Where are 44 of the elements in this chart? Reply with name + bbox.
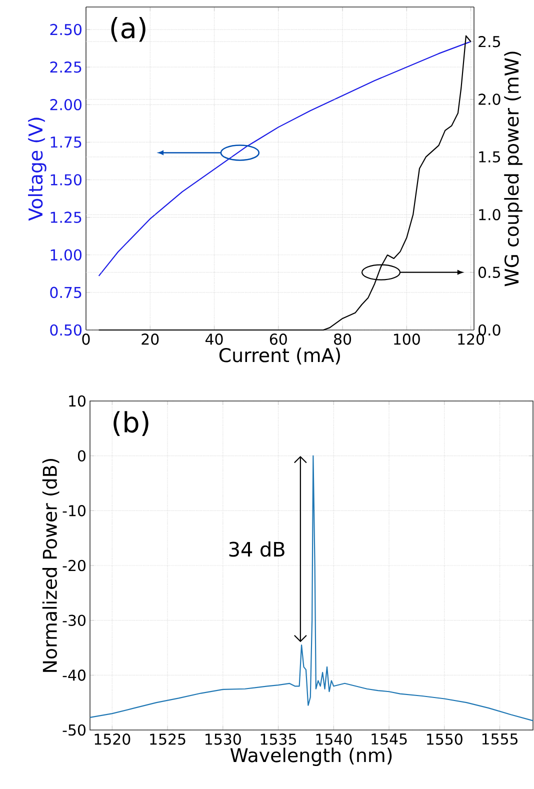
annotation: (b) bbox=[114, 411, 148, 436]
y-tick-label: -50 bbox=[62, 724, 86, 736]
y-tick-label: -10 bbox=[62, 505, 86, 516]
x-tick-label: 1550 bbox=[427, 734, 462, 745]
y-tick-label: 2.25 bbox=[50, 61, 82, 73]
y2-tick-label: 1.5 bbox=[479, 151, 500, 163]
y2-tick-label: 2.0 bbox=[478, 94, 500, 105]
x-tick-label: 1545 bbox=[372, 734, 407, 745]
x-tick-label: 1520 bbox=[94, 734, 130, 745]
x-axis-title: Wavelength (nm) bbox=[230, 748, 392, 766]
x-tick-label: 100 bbox=[394, 334, 420, 345]
x-tick-label: 1535 bbox=[260, 734, 296, 745]
x-tick-label: 1540 bbox=[316, 734, 352, 745]
x-tick-label: 1555 bbox=[482, 734, 518, 745]
y2-tick-label: 2.5 bbox=[478, 36, 500, 48]
x-tick-label: 80 bbox=[334, 334, 352, 345]
y-tick-label: 2.50 bbox=[50, 24, 82, 36]
y-tick-label: 0.75 bbox=[50, 286, 82, 298]
y-tick-label: 0 bbox=[78, 450, 86, 462]
y-tick-label: 1.00 bbox=[50, 249, 82, 261]
y2-tick-label: 1.0 bbox=[479, 208, 500, 220]
y-axis-title: Normalized Power (dB) bbox=[42, 458, 60, 672]
annotation: 34 dB bbox=[229, 541, 284, 557]
y-tick-label: 2.00 bbox=[50, 99, 82, 110]
y-tick-label: 10 bbox=[69, 395, 86, 407]
x-tick-label: 1530 bbox=[206, 734, 241, 745]
x-axis-title: Current (mA) bbox=[219, 348, 340, 365]
x-tick-label: 20 bbox=[142, 334, 159, 345]
y2-tick-label: 0.5 bbox=[478, 266, 500, 278]
y2-axis-title: WG coupled power (mW) bbox=[504, 52, 522, 286]
y-tick-label: 1.25 bbox=[50, 212, 82, 223]
y-tick-label: 1.50 bbox=[50, 174, 82, 186]
y-tick-label: 1.75 bbox=[50, 136, 82, 148]
x-tick-label: 120 bbox=[458, 334, 484, 345]
y2-tick-label: 0.0 bbox=[478, 324, 500, 336]
x-tick-label: 40 bbox=[205, 334, 223, 345]
y-tick-label: -20 bbox=[62, 560, 86, 572]
y-axis-title: Voltage (V) bbox=[28, 118, 46, 221]
annotation: (a) bbox=[111, 16, 146, 42]
x-tick-label: 1525 bbox=[150, 734, 186, 745]
x-tick-label: 60 bbox=[270, 334, 287, 345]
y-tick-label: 0.50 bbox=[50, 324, 82, 336]
y-tick-label: -30 bbox=[62, 614, 86, 626]
y-tick-label: -40 bbox=[62, 670, 86, 681]
